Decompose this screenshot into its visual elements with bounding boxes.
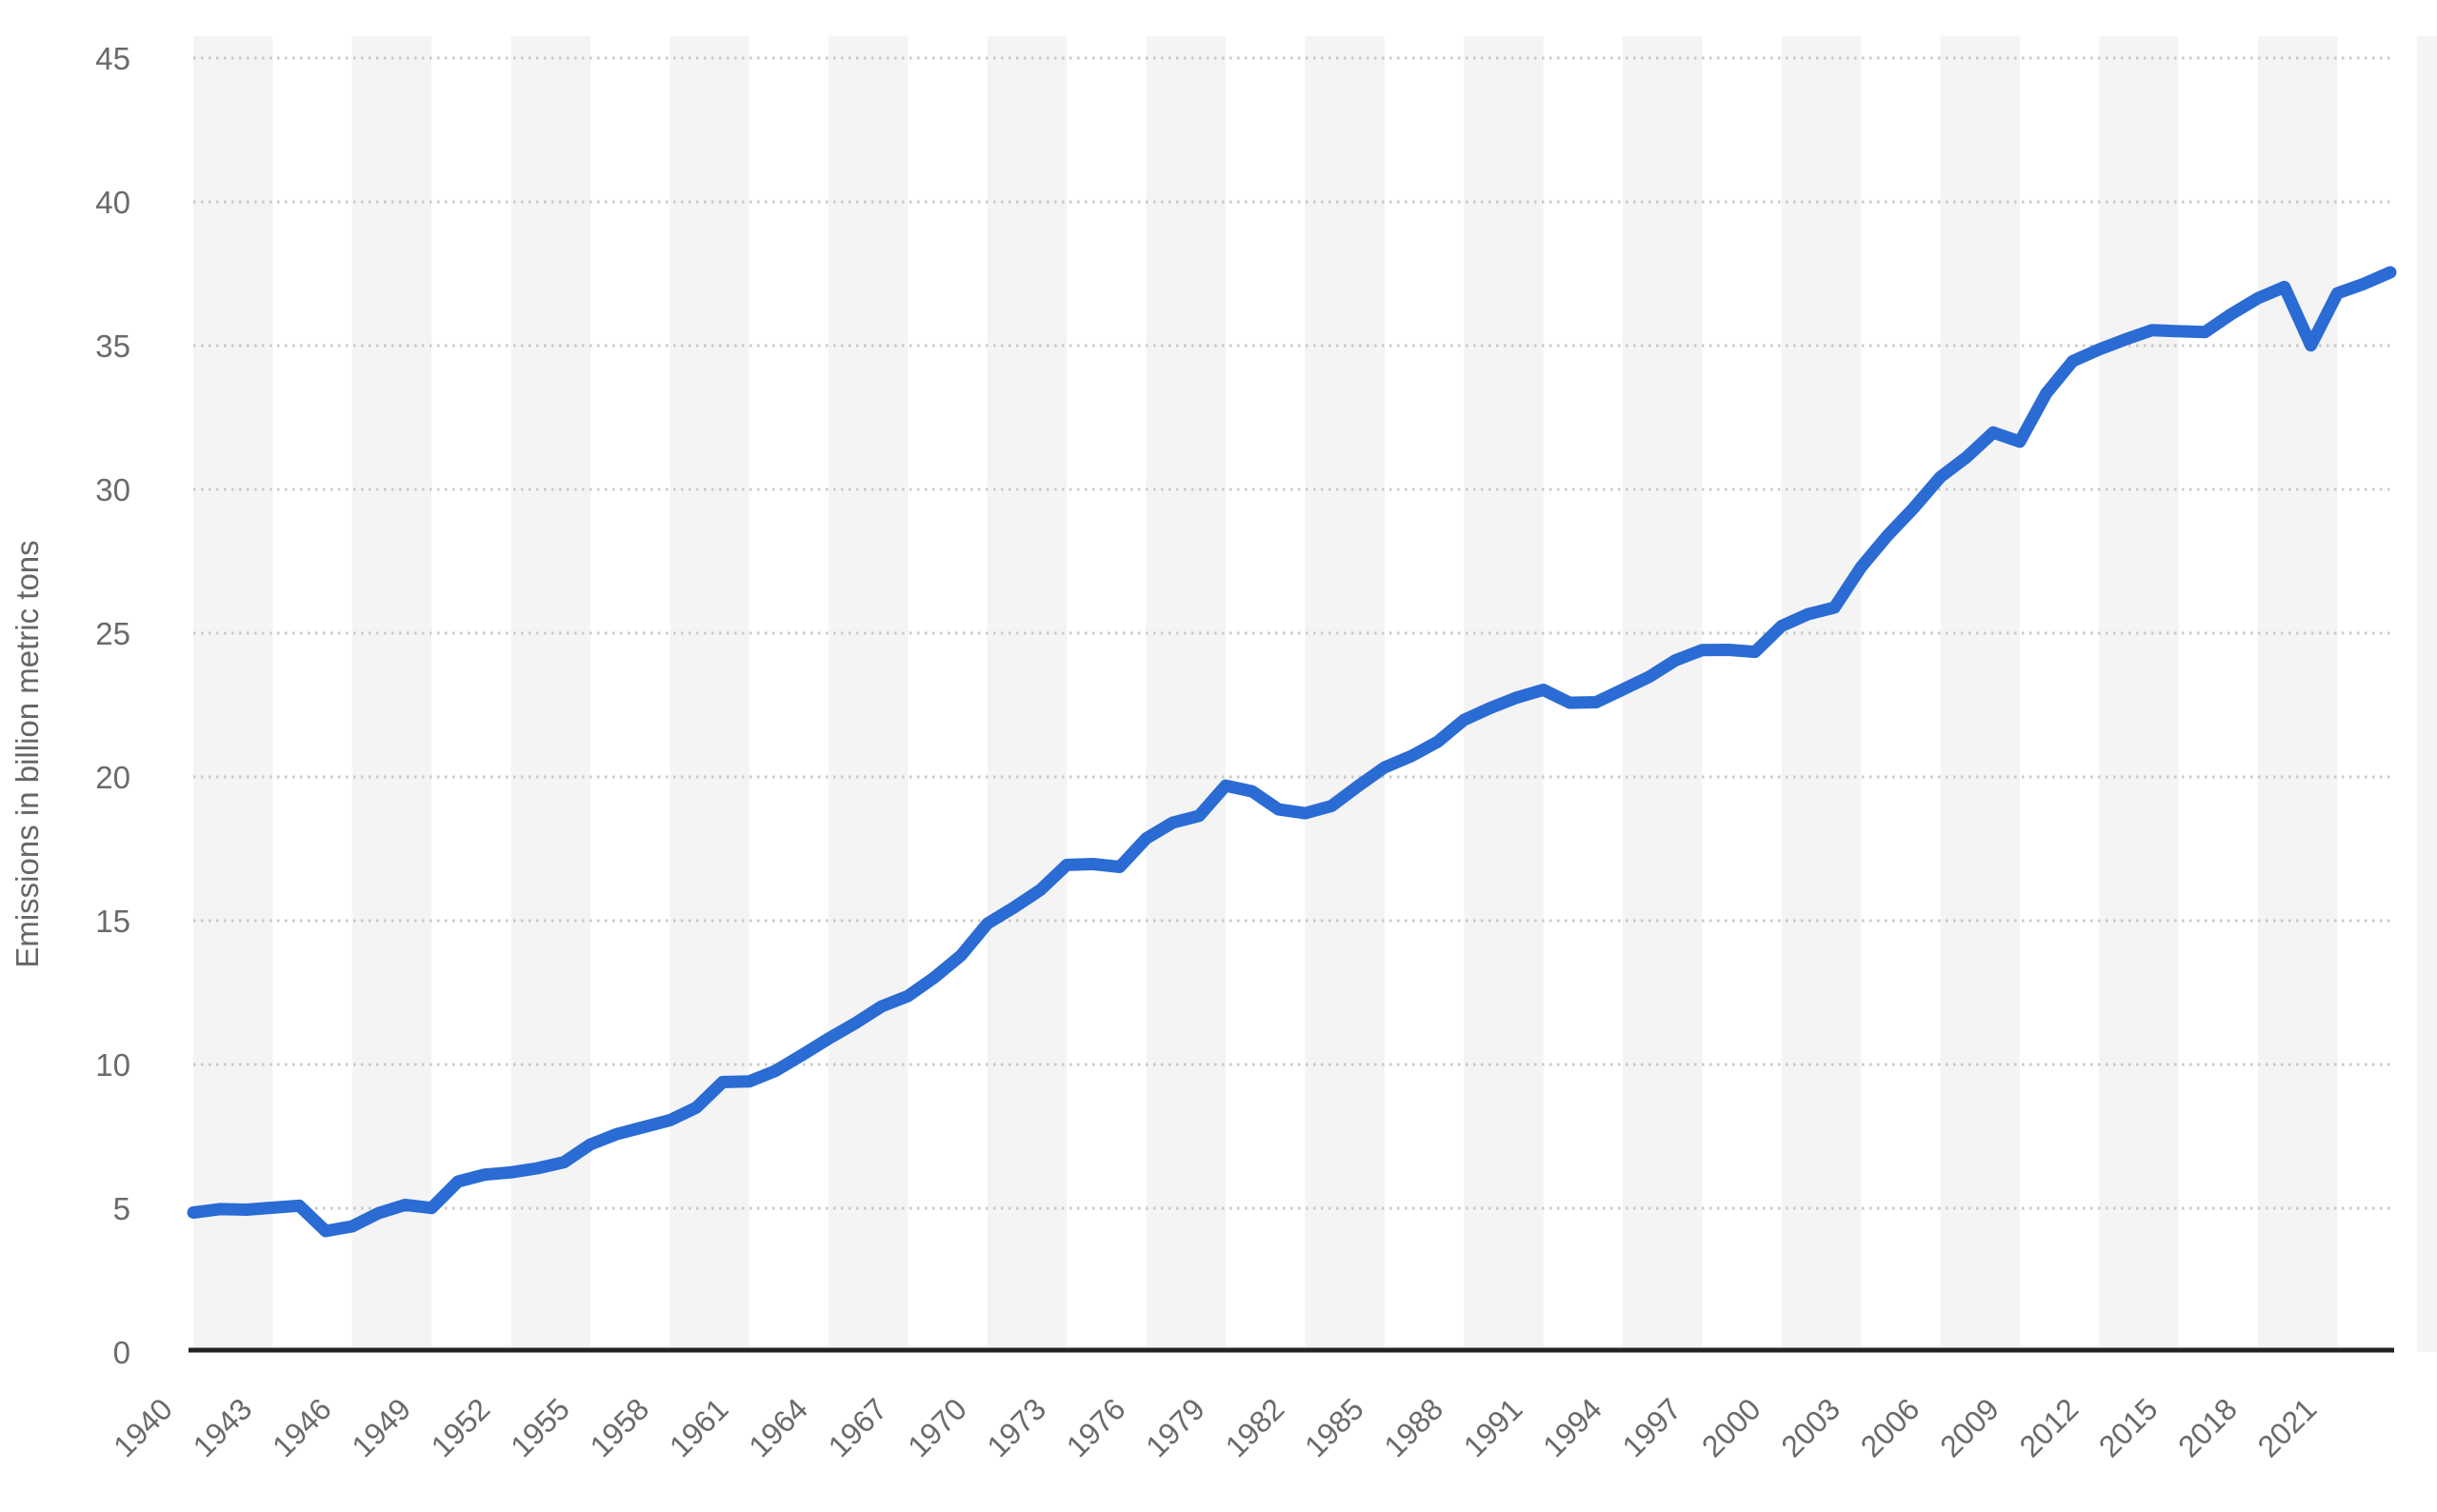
x-tick-label: 1964 [742, 1391, 814, 1463]
plot-stripe [2099, 36, 2179, 1352]
x-tick-label: 2003 [1774, 1391, 1847, 1463]
y-tick-labels: 0 5 10 15 20 25 30 35 40 45 [95, 41, 130, 1370]
x-tick-label: 2021 [2251, 1391, 2324, 1463]
plot-stripe [351, 36, 432, 1352]
emissions-line [187, 266, 2397, 1238]
x-tick-label: 2015 [2092, 1391, 2165, 1463]
y-tick-label: 0 [113, 1335, 130, 1370]
y-tick-label: 45 [95, 41, 130, 76]
x-tick-label: 2006 [1854, 1391, 1927, 1463]
x-tick-label: 2000 [1695, 1391, 1768, 1463]
plot-stripe [829, 36, 909, 1352]
x-tick-label: 1946 [266, 1391, 338, 1463]
x-tick-label: 1952 [425, 1391, 497, 1463]
y-tick-label: 40 [95, 185, 130, 220]
x-tick-label: 1949 [345, 1391, 417, 1463]
x-axis-line [189, 1347, 2394, 1353]
y-axis-title: Emissions in billion metric tons [10, 540, 45, 967]
plot-stripe [2258, 36, 2338, 1352]
plot-stripe [2416, 36, 2437, 1352]
x-tick-label: 1994 [1536, 1391, 1608, 1463]
x-tick-label: 1982 [1219, 1391, 1291, 1463]
x-tick-label: 2012 [2012, 1391, 2085, 1463]
y-tick-label: 25 [95, 616, 130, 651]
plot-stripe [1305, 36, 1385, 1352]
x-tick-label: 1997 [1615, 1391, 1688, 1463]
y-tick-label: 10 [95, 1047, 130, 1083]
plot-stripe [1940, 36, 2020, 1352]
plot-stripe [193, 36, 273, 1352]
x-tick-label: 1973 [980, 1391, 1052, 1463]
y-tick-label: 20 [95, 760, 130, 795]
plot-stripe [1146, 36, 1226, 1352]
x-tick-label: 1958 [583, 1391, 655, 1463]
x-tick-label: 1979 [1139, 1391, 1211, 1463]
plot-stripe [1781, 36, 1862, 1352]
x-tick-label: 1967 [822, 1391, 894, 1463]
plot-stripes [193, 36, 2437, 1352]
plot-stripe [669, 36, 749, 1352]
x-tick-label: 1955 [504, 1391, 576, 1463]
x-tick-label: 1961 [663, 1391, 735, 1463]
x-tick-label: 2018 [2171, 1391, 2244, 1463]
y-tick-label: 15 [95, 904, 130, 939]
plot-stripe [987, 36, 1068, 1352]
x-tick-label: 1940 [107, 1391, 179, 1463]
x-tick-label: 1985 [1298, 1391, 1370, 1463]
y-tick-label: 30 [95, 472, 130, 507]
x-tick-label: 1970 [901, 1391, 973, 1463]
plot-stripe [510, 36, 590, 1352]
plot-stripe [1622, 36, 1703, 1352]
y-tick-label: 35 [95, 328, 130, 364]
x-tick-label: 2009 [1933, 1391, 2006, 1463]
x-tick-labels: 1940 1943 1946 1949 1952 1955 1958 1961 1964 1967… [107, 1391, 2323, 1463]
x-tick-label: 1943 [187, 1391, 259, 1463]
h-gridlines [193, 56, 2392, 1210]
x-tick-label: 1976 [1060, 1391, 1132, 1463]
y-tick-label: 5 [113, 1191, 130, 1226]
x-tick-label: 1991 [1457, 1391, 1529, 1463]
x-tick-label: 1988 [1377, 1391, 1449, 1463]
